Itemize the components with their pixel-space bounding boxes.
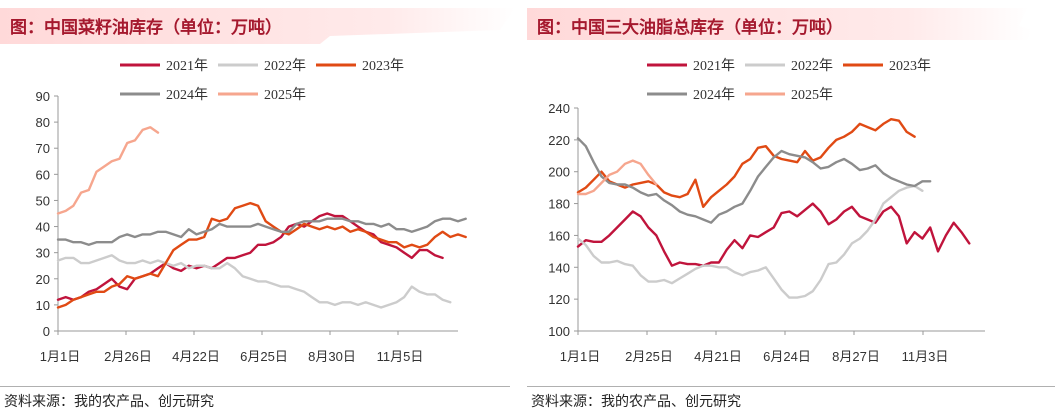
y-tick-label: 240 (548, 101, 570, 116)
x-tick-label: 8月30日 (308, 349, 356, 364)
x-tick-label: 11月5日 (377, 349, 424, 364)
y-tick-label: 10 (36, 298, 50, 313)
series-line-2025 (56, 126, 160, 215)
legend-label: 2022年 (264, 58, 306, 74)
y-tick-label: 180 (548, 197, 570, 212)
y-tick-label: 220 (548, 133, 570, 148)
y-tick-label: 20 (36, 272, 50, 287)
y-tick-label: 70 (36, 141, 50, 156)
series-line-2023 (576, 117, 916, 209)
series-line-2024 (576, 137, 932, 224)
legend-label: 2021年 (166, 58, 208, 74)
y-tick-label: 200 (548, 165, 570, 180)
right-chart-panel: 图：中国三大油脂总库存（单位：万吨） 100 120 140 160 180 200 220… (527, 0, 1055, 414)
y-tick-label: 80 (36, 115, 50, 130)
chart-plot: 100 120 140 160 180 200 220 240 1月1日 2月25日 4月21日 6月… (548, 58, 985, 364)
source-note: 资料来源：我的农产品、创元研究 (4, 394, 214, 410)
source-divider (0, 386, 510, 387)
legend-label: 2024年 (166, 87, 208, 103)
x-tick-label: 4月21日 (694, 349, 742, 364)
y-tick-label: 40 (36, 220, 50, 235)
x-tick-label: 11月3日 (902, 349, 949, 364)
x-tick-label: 2月26日 (104, 349, 152, 364)
legend-label: 2025年 (791, 87, 833, 103)
x-tick-label: 6月24日 (763, 349, 811, 364)
chart-title: 图：中国菜籽油库存（单位：万吨） (10, 18, 282, 38)
y-tick-label: 0 (43, 324, 50, 339)
series-line-2023 (56, 201, 467, 309)
y-tick-label: 100 (548, 324, 570, 339)
series-line-2025 (576, 159, 658, 196)
y-tick-label: 90 (36, 89, 50, 104)
title-banner-shape (527, 8, 1032, 40)
x-tick-label: 1月1日 (40, 349, 80, 364)
legend-label: 2023年 (889, 58, 931, 74)
y-tick-label: 60 (36, 167, 50, 182)
chart-plot: 0 10 20 30 40 50 60 70 80 90 1月1日 2月26日 4月22日 6月25日 8月… (36, 58, 467, 364)
legend-label: 2025年 (264, 87, 306, 103)
series-line-2021 (576, 202, 971, 267)
source-divider (527, 386, 1055, 387)
y-tick-label: 50 (36, 193, 50, 208)
y-tick-label: 140 (548, 260, 570, 275)
legend-label: 2021年 (693, 58, 735, 74)
series-line-2022 (576, 184, 924, 299)
y-tick-label: 30 (36, 246, 50, 261)
source-note: 资料来源：我的农产品、创元研究 (531, 394, 741, 410)
series-line-2022 (56, 254, 452, 309)
x-tick-label: 6月25日 (240, 349, 288, 364)
x-tick-label: 1月1日 (560, 349, 600, 364)
legend-label: 2023年 (362, 58, 404, 74)
x-tick-label: 4月22日 (172, 349, 220, 364)
y-tick-label: 160 (548, 228, 570, 243)
left-chart-panel: 图：中国菜籽油库存（单位：万吨） 0 10 20 30 40 50 60 70 80 90 1月1日… (0, 0, 520, 414)
title-banner-shape (0, 8, 515, 44)
legend-label: 2022年 (791, 58, 833, 74)
y-tick-label: 120 (548, 292, 570, 307)
chart-title: 图：中国三大油脂总库存（单位：万吨） (537, 18, 843, 38)
legend-label: 2024年 (693, 87, 735, 103)
x-tick-label: 2月25日 (625, 349, 673, 364)
series-line-2024 (56, 217, 467, 247)
x-tick-label: 8月27日 (832, 349, 880, 364)
